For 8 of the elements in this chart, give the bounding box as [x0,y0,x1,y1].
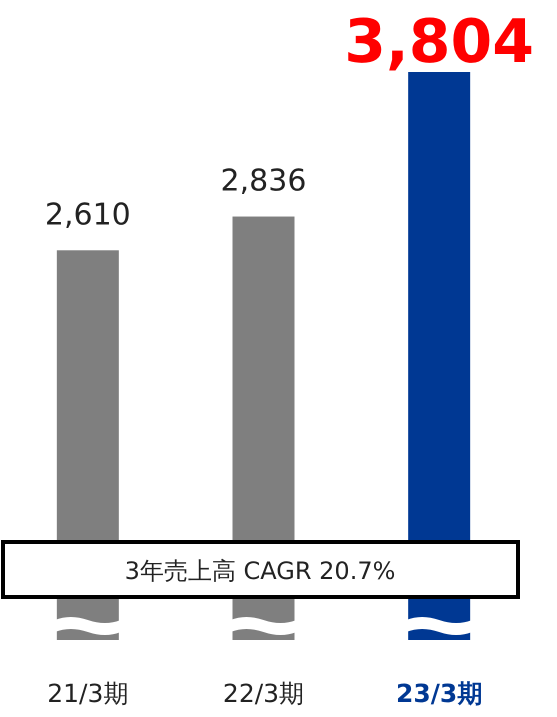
annotation: 3年売上高 CAGR 20.7% [124,557,396,585]
data-label: 3,804 [344,7,534,77]
x-tick-label: 21/3期 [47,679,128,708]
annotation-box: 3年売上高 CAGR 20.7% [1,540,520,599]
data-label: 2,610 [44,197,131,232]
x-tick-label: 23/3期 [396,679,482,708]
x-tick-label: 22/3期 [222,679,304,708]
data-label: 2,836 [220,164,306,199]
